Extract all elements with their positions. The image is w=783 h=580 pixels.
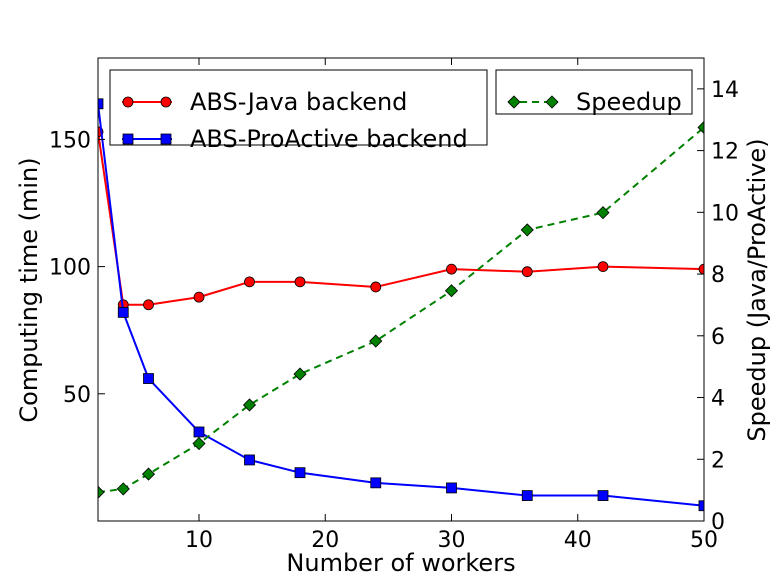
- legend-item-speedup: Speedup: [507, 88, 682, 116]
- point-speedup: [369, 334, 383, 348]
- legend-swatch-marker: [160, 96, 172, 108]
- legend-swatch-marker: [122, 96, 134, 108]
- legend-label: Speedup: [576, 88, 682, 116]
- point-abs-java-backend: [597, 261, 609, 273]
- point-speedup: [116, 482, 130, 496]
- x-tick-label: 30: [438, 528, 466, 553]
- point-speedup: [520, 223, 534, 237]
- point-abs-java-backend: [294, 276, 306, 288]
- point-speedup: [596, 206, 610, 220]
- ticks-layer: 10 20 30 40 50 50 100 150 0 2 4 6 8 10 12 14: [49, 58, 739, 553]
- point-abs-java-backend: [370, 281, 382, 293]
- series-line-abs-java-backend: [98, 131, 704, 306]
- point-speedup: [444, 284, 459, 298]
- right-y-tick-label: 2: [711, 448, 725, 473]
- plot-frame: [97, 57, 705, 522]
- point-abs-proactive-backend: [244, 454, 255, 466]
- legend-swatch-marker: [160, 133, 172, 145]
- left-y-tick-label: 50: [63, 383, 91, 408]
- series-abs-proactive-backend: [98, 98, 704, 512]
- legend-item-abs-proactive-backend: ABS-ProActive backend: [122, 125, 468, 153]
- point-speedup: [242, 398, 257, 412]
- legend-time: ABS-Java backend ABS-ProActive backend: [109, 69, 488, 153]
- point-abs-java-backend: [521, 266, 533, 278]
- left-axis-title: Computing time (min): [15, 157, 43, 422]
- point-speedup: [293, 367, 307, 381]
- point-abs-proactive-backend: [117, 306, 129, 318]
- legend-item-abs-java-backend: ABS-Java backend: [122, 88, 407, 116]
- point-abs-proactive-backend: [193, 426, 205, 438]
- point-abs-proactive-backend: [294, 467, 306, 479]
- right-y-tick-label: 10: [711, 201, 739, 226]
- x-tick-label: 20: [311, 528, 339, 553]
- right-y-tick-label: 4: [711, 387, 725, 412]
- series-line-speedup: [98, 126, 704, 494]
- right-y-tick-label: 12: [711, 140, 739, 165]
- right-y-tick-label: 6: [711, 325, 725, 350]
- legend-swatch-marker: [122, 133, 134, 145]
- point-abs-java-backend: [143, 299, 154, 311]
- right-y-tick-label: 0: [711, 510, 725, 535]
- x-tick-label: 40: [564, 528, 592, 553]
- series-speedup: [98, 120, 704, 499]
- legend-label: ABS-Java backend: [190, 88, 407, 116]
- legend-box: [495, 69, 693, 115]
- legend-speedup: Speedup: [495, 69, 693, 116]
- right-y-tick-label: 8: [711, 263, 725, 288]
- legend-swatch-marker: [507, 95, 521, 109]
- x-tick-label: 50: [690, 528, 718, 553]
- x-tick-label: 10: [185, 528, 213, 553]
- series-line-abs-proactive-backend: [98, 103, 704, 507]
- legend-label: ABS-ProActive backend: [190, 125, 468, 153]
- point-abs-proactive-backend: [370, 477, 382, 489]
- point-speedup: [98, 485, 105, 499]
- point-speedup: [141, 467, 156, 481]
- legend-swatch-marker: [545, 95, 559, 109]
- right-axis-title: Speedup (Java/ProActive): [743, 138, 771, 441]
- point-abs-proactive-backend: [446, 482, 457, 494]
- legend-box: [109, 69, 488, 146]
- point-abs-java-backend: [698, 263, 704, 275]
- left-y-tick-label: 100: [49, 256, 91, 281]
- point-abs-java-backend: [193, 291, 205, 303]
- point-abs-proactive-backend: [143, 373, 154, 384]
- point-speedup: [697, 120, 704, 135]
- series-layer: [98, 98, 704, 512]
- x-axis-title: Number of workers: [286, 549, 515, 577]
- series-abs-java-backend: [98, 126, 704, 311]
- point-abs-proactive-backend: [597, 490, 609, 501]
- point-abs-java-backend: [446, 263, 457, 275]
- right-y-tick-label: 14: [711, 78, 739, 103]
- point-speedup: [192, 436, 206, 451]
- left-y-tick-label: 150: [49, 128, 91, 153]
- point-abs-proactive-backend: [98, 98, 104, 110]
- point-abs-proactive-backend: [521, 490, 533, 501]
- point-abs-java-backend: [244, 276, 255, 288]
- point-abs-proactive-backend: [698, 500, 704, 512]
